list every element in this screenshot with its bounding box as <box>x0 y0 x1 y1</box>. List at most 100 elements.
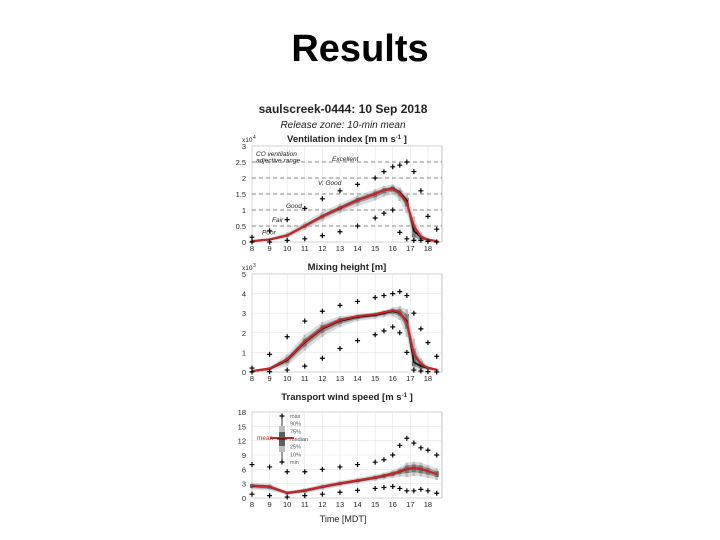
min-marker <box>381 328 387 334</box>
x-tick-label: 17 <box>406 500 414 509</box>
max-marker <box>390 452 396 458</box>
y-tick-label: 0.5 <box>236 222 246 231</box>
min-marker <box>337 345 343 351</box>
max-marker <box>372 175 378 181</box>
min-marker <box>267 493 273 499</box>
min-marker <box>404 488 410 494</box>
p10-p90-band <box>252 461 437 496</box>
min-marker <box>381 210 387 216</box>
legend-min-marker <box>279 459 285 465</box>
x-tick-label: 17 <box>406 244 414 253</box>
min-marker <box>355 487 361 493</box>
y-axis-multiplier: x10 <box>242 137 253 144</box>
max-marker <box>249 234 255 240</box>
min-marker <box>381 484 387 490</box>
min-marker <box>390 207 396 213</box>
legend-mean-label: mean <box>257 435 274 442</box>
max-marker <box>425 340 431 346</box>
max-marker <box>372 295 378 301</box>
min-marker <box>372 485 378 491</box>
max-marker <box>267 464 273 470</box>
adjective-range-label: V. Good <box>318 180 342 187</box>
y-tick-label: 15 <box>238 422 246 431</box>
adjective-range-label: Good <box>286 203 302 210</box>
min-marker <box>249 239 255 245</box>
legend-entry: 25% <box>290 445 301 451</box>
max-marker <box>425 213 431 219</box>
max-marker <box>319 308 325 314</box>
min-marker <box>267 369 273 375</box>
adjective-range-label: adjective range <box>256 157 300 164</box>
min-marker <box>390 484 396 490</box>
min-marker <box>397 485 403 491</box>
y-tick-label: 2.5 <box>236 158 246 167</box>
x-tick-label: 10 <box>283 374 291 383</box>
x-tick-label: 9 <box>268 244 272 253</box>
min-marker <box>302 493 308 499</box>
min-marker <box>337 229 343 235</box>
legend-entry: 90% <box>290 422 301 428</box>
adjective-range-label: CO ventilation <box>256 151 297 158</box>
max-marker <box>337 302 343 308</box>
max-marker <box>434 226 440 232</box>
min-marker <box>337 489 343 495</box>
max-marker <box>267 228 273 234</box>
y-tick-label: 4 <box>242 290 246 299</box>
min-marker <box>397 330 403 336</box>
x-tick-label: 16 <box>389 500 397 509</box>
figure-subtitle: Release zone: 10-min mean <box>280 120 406 131</box>
x-tick-label: 13 <box>336 244 344 253</box>
x-tick-label: 10 <box>283 500 291 509</box>
x-tick-label: 10 <box>283 244 291 253</box>
min-marker <box>418 237 424 243</box>
min-marker <box>249 369 255 375</box>
max-marker <box>381 169 387 175</box>
mean-line <box>251 309 437 373</box>
p10-p90-band <box>252 184 437 242</box>
x-tick-label: 8 <box>250 244 254 253</box>
max-marker <box>284 469 290 475</box>
min-marker <box>404 349 410 355</box>
min-marker <box>319 355 325 361</box>
min-marker <box>319 491 325 497</box>
x-tick-label: 18 <box>424 500 432 509</box>
min-marker <box>355 223 361 229</box>
x-tick-label: 15 <box>371 500 379 509</box>
max-marker <box>372 459 378 465</box>
y-tick-label: 3 <box>242 309 246 318</box>
y-tick-label: 12 <box>238 437 246 446</box>
max-marker <box>337 188 343 194</box>
max-marker <box>284 217 290 223</box>
panel-title: Transport wind speed [m s-1 ] <box>281 392 413 403</box>
max-marker <box>381 293 387 299</box>
x-tick-label: 12 <box>318 374 326 383</box>
max-marker <box>319 466 325 472</box>
y-tick-label: 1 <box>242 206 246 215</box>
x-tick-label: 15 <box>371 374 379 383</box>
min-marker <box>372 332 378 338</box>
max-marker <box>390 291 396 297</box>
x-tick-label: 13 <box>336 374 344 383</box>
x-tick-label: 14 <box>353 374 361 383</box>
x-tick-label: 11 <box>301 500 309 509</box>
min-marker <box>372 215 378 221</box>
x-tick-label: 8 <box>250 374 254 383</box>
min-marker <box>284 367 290 373</box>
transport-wind-speed-panel: 0 3 6 9 12 15 18 8 9 10 11 12 13 14 15 16 17 18 Transport … <box>238 392 443 509</box>
min-marker <box>284 494 290 500</box>
min-marker <box>302 236 308 242</box>
y-axis-multiplier-exponent: 3 <box>253 263 256 269</box>
max-marker <box>434 353 440 359</box>
y-tick-label: 0 <box>242 368 246 377</box>
legend-entry: 10% <box>290 452 301 458</box>
x-tick-label: 18 <box>424 244 432 253</box>
max-marker <box>411 169 417 175</box>
min-marker <box>404 236 410 242</box>
max-marker <box>397 289 403 295</box>
min-marker <box>355 338 361 344</box>
min-marker <box>434 239 440 245</box>
x-tick-label: 14 <box>353 244 361 253</box>
x-tick-label: 8 <box>250 500 254 509</box>
min-marker <box>249 491 255 497</box>
